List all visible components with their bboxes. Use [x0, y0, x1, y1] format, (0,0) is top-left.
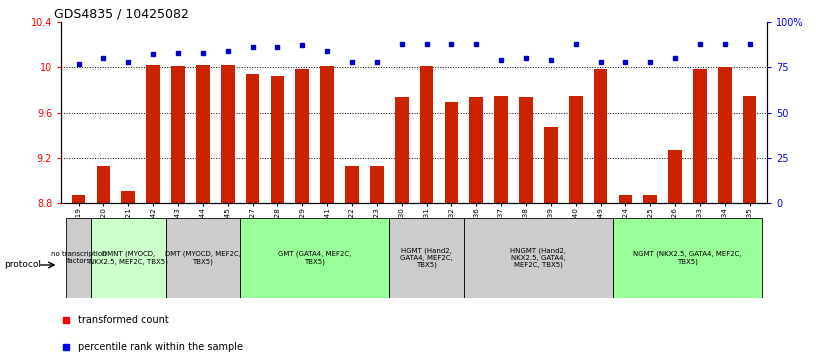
Bar [594, 69, 607, 203]
Bar [494, 95, 508, 203]
Bar [146, 65, 160, 203]
Bar [66, 218, 91, 298]
Bar [122, 191, 135, 203]
Text: no transcription
factors: no transcription factors [51, 251, 106, 264]
Bar [345, 166, 359, 203]
Text: HNGMT (Hand2,
NKX2.5, GATA4,
MEF2C, TBX5): HNGMT (Hand2, NKX2.5, GATA4, MEF2C, TBX5… [510, 247, 566, 268]
Bar [171, 66, 185, 203]
Text: NGMT (NKX2.5, GATA4, MEF2C,
TBX5): NGMT (NKX2.5, GATA4, MEF2C, TBX5) [633, 251, 742, 265]
Bar [463, 218, 613, 298]
Bar [321, 66, 334, 203]
Bar [613, 218, 762, 298]
Text: GMT (GATA4, MEF2C,
TBX5): GMT (GATA4, MEF2C, TBX5) [278, 251, 352, 265]
Bar [544, 127, 557, 203]
Bar [569, 95, 583, 203]
Bar [370, 166, 384, 203]
Text: DMT (MYOCD, MEF2C,
TBX5): DMT (MYOCD, MEF2C, TBX5) [165, 251, 241, 265]
Bar [240, 218, 389, 298]
Bar [91, 218, 166, 298]
Bar [693, 69, 707, 203]
Text: protocol: protocol [4, 261, 41, 269]
Bar [246, 74, 259, 203]
Bar [743, 95, 756, 203]
Bar [295, 69, 309, 203]
Bar [221, 65, 234, 203]
Bar [389, 218, 463, 298]
Bar [395, 97, 409, 203]
Bar [96, 166, 110, 203]
Bar [271, 76, 284, 203]
Text: HGMT (Hand2,
GATA4, MEF2C,
TBX5): HGMT (Hand2, GATA4, MEF2C, TBX5) [400, 247, 453, 268]
Text: GDS4835 / 10425082: GDS4835 / 10425082 [54, 8, 189, 21]
Bar [619, 195, 632, 203]
Text: DMNT (MYOCD,
NKX2.5, MEF2C, TBX5): DMNT (MYOCD, NKX2.5, MEF2C, TBX5) [89, 251, 168, 265]
Bar [643, 195, 657, 203]
Bar [668, 150, 682, 203]
Text: percentile rank within the sample: percentile rank within the sample [78, 342, 243, 352]
Bar [72, 195, 86, 203]
Bar [419, 66, 433, 203]
Bar [445, 102, 459, 203]
Bar [166, 218, 240, 298]
Bar [519, 97, 533, 203]
Bar [469, 97, 483, 203]
Text: transformed count: transformed count [78, 315, 169, 325]
Bar [718, 67, 732, 203]
Bar [196, 65, 210, 203]
